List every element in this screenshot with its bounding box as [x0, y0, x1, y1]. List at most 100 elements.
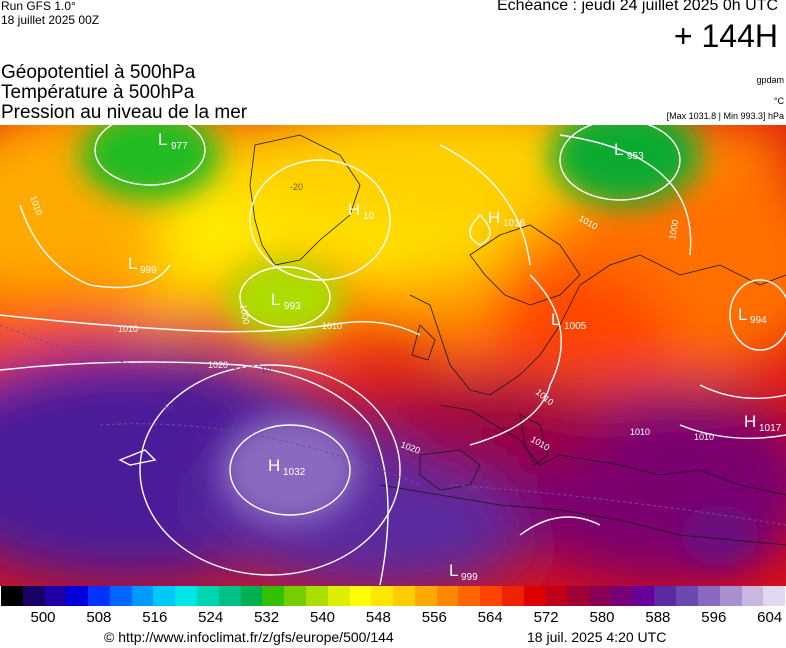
center-value: 1032	[283, 467, 306, 478]
forecast-horizon: + 144H	[673, 18, 778, 54]
isobar-label: 1010	[694, 432, 714, 442]
colorbar-swatch	[197, 586, 219, 606]
colorbar-tick-label: 508	[86, 609, 112, 626]
colorbar-swatch	[393, 586, 415, 606]
colorbar-swatch	[523, 586, 546, 606]
generation-date: 18 juil. 2025 4:20 UTC	[527, 629, 667, 645]
isobars	[0, 125, 786, 586]
isotherm-labels: -20 -10 -10 -10	[160, 182, 476, 495]
isobar-label: 1010	[118, 324, 138, 334]
center-value: 1016	[503, 218, 526, 229]
center-value: 977	[171, 141, 188, 152]
isotherms	[0, 324, 786, 526]
colorbar-swatch	[458, 586, 481, 606]
center-value: 1005	[564, 321, 587, 332]
isotherm-label: -10	[258, 365, 271, 375]
colorbar-swatch	[109, 586, 132, 606]
center-letter: H	[268, 456, 280, 475]
colorbar-swatch	[240, 586, 263, 606]
center-value: 10	[363, 211, 375, 222]
forecast-valid-time: Echéance : jeudi 24 juillet 2025 0h UTC	[496, 0, 778, 14]
weather-map: L 977 L 953 H 1016 H 10 L 999 L 993 L 10…	[0, 125, 786, 586]
colorbar-tick-label: 564	[477, 609, 503, 626]
pressure-centers: L 977 L 953 H 1016 H 10 L 999 L 993 L 10…	[128, 130, 782, 583]
colorbar-swatch	[327, 586, 350, 606]
center-letter: H	[488, 208, 500, 227]
isotherm-label: -20	[290, 182, 303, 192]
center-value: 994	[750, 315, 767, 326]
colorbar-swatch	[66, 586, 89, 606]
colorbar-swatch	[567, 586, 590, 606]
colorbar-swatch	[741, 586, 764, 606]
colorbar-swatch	[436, 586, 459, 606]
colorbar-swatch	[305, 586, 328, 606]
center-letter: H	[744, 412, 756, 431]
center-letter: L	[614, 140, 623, 159]
pressure-range: [Max 1031.8 | Min 993.3] hPa	[666, 111, 784, 121]
coastlines	[249, 134, 786, 546]
colorbar-swatch	[262, 586, 285, 606]
colorbar-swatch	[654, 586, 677, 606]
colorbar-swatch	[349, 586, 372, 606]
center-value: 953	[627, 151, 644, 162]
isobar-label: 1000	[667, 219, 680, 240]
center-letter: L	[271, 290, 280, 309]
colorbar-swatch	[763, 586, 786, 606]
colorbar-ticks: 500 508 516 524 532 540 548 556 564 572 580 588 596 6…	[0, 609, 786, 627]
center-letter: L	[128, 254, 137, 273]
isotherm-label: -10	[463, 485, 476, 495]
colorbar-swatch	[1, 586, 23, 606]
colorbar-tick-label: 588	[645, 609, 671, 626]
colorbar-swatch	[88, 586, 110, 606]
colorbar-swatch	[175, 586, 198, 606]
variable-temperature: Température à 500hPa	[1, 82, 195, 103]
isotherm-label: -10	[160, 402, 173, 412]
isobar-label: 1010	[322, 321, 342, 331]
source-credit: © http://www.infoclimat.fr/z/gfs/europe/…	[104, 629, 394, 645]
colorbar-tick-label: 532	[254, 609, 280, 626]
colorbar-tick-label: 572	[533, 609, 559, 626]
center-letter: L	[551, 310, 560, 329]
run-date-label: 18 juillet 2025 00Z	[1, 13, 100, 27]
center-value: 999	[461, 572, 478, 583]
colorbar-swatch	[589, 586, 611, 606]
colorbar-tick-label: 548	[365, 609, 391, 626]
variable-pressure: Pression au niveau de la mer	[1, 102, 248, 123]
colorbar-swatch	[501, 586, 524, 606]
center-letter: L	[158, 130, 167, 149]
colorbar-swatch	[153, 586, 176, 606]
colorbar-swatch	[632, 586, 655, 606]
run-model-label: Run GFS 1.0°	[1, 0, 76, 13]
colorbar-swatch	[44, 586, 67, 606]
center-letter: H	[348, 200, 360, 219]
colorbar-tick-label: 516	[142, 609, 168, 626]
unit-geopotential: gpdam	[756, 75, 784, 85]
center-letter: L	[738, 305, 747, 324]
center-value: 993	[284, 301, 301, 312]
colorbar-tick-label: 580	[589, 609, 615, 626]
center-value: 1017	[759, 423, 782, 434]
isobar-label: 1020	[208, 360, 228, 370]
colorbar-swatch	[414, 586, 437, 606]
colorbar-tick-label: 500	[30, 609, 56, 626]
colorbar-swatch	[719, 586, 742, 606]
colorbar-swatch	[22, 586, 45, 606]
colorbar-tick-label: 596	[701, 609, 727, 626]
center-letter: L	[449, 561, 458, 580]
isobar-label: 1010	[630, 427, 650, 437]
colorbar-tick-label: 540	[309, 609, 336, 626]
colorbar-swatch	[610, 586, 633, 606]
colorbar-swatch	[480, 586, 502, 606]
colorbar-swatch	[371, 586, 394, 606]
colorbar-swatch	[131, 586, 154, 606]
colorbar-swatch	[218, 586, 241, 606]
colorbar-tick-label: 604	[757, 609, 783, 626]
colorbar-tick-label: 556	[421, 609, 447, 626]
geopotential-field	[0, 125, 786, 586]
colorbar-swatch	[698, 586, 720, 606]
center-value: 999	[140, 265, 157, 276]
variable-geopotential: Géopotentiel à 500hPa	[1, 62, 196, 83]
colorbar-swatch	[284, 586, 306, 606]
colorbar-tick-label: 524	[198, 609, 224, 626]
unit-temperature: °C	[773, 96, 784, 106]
